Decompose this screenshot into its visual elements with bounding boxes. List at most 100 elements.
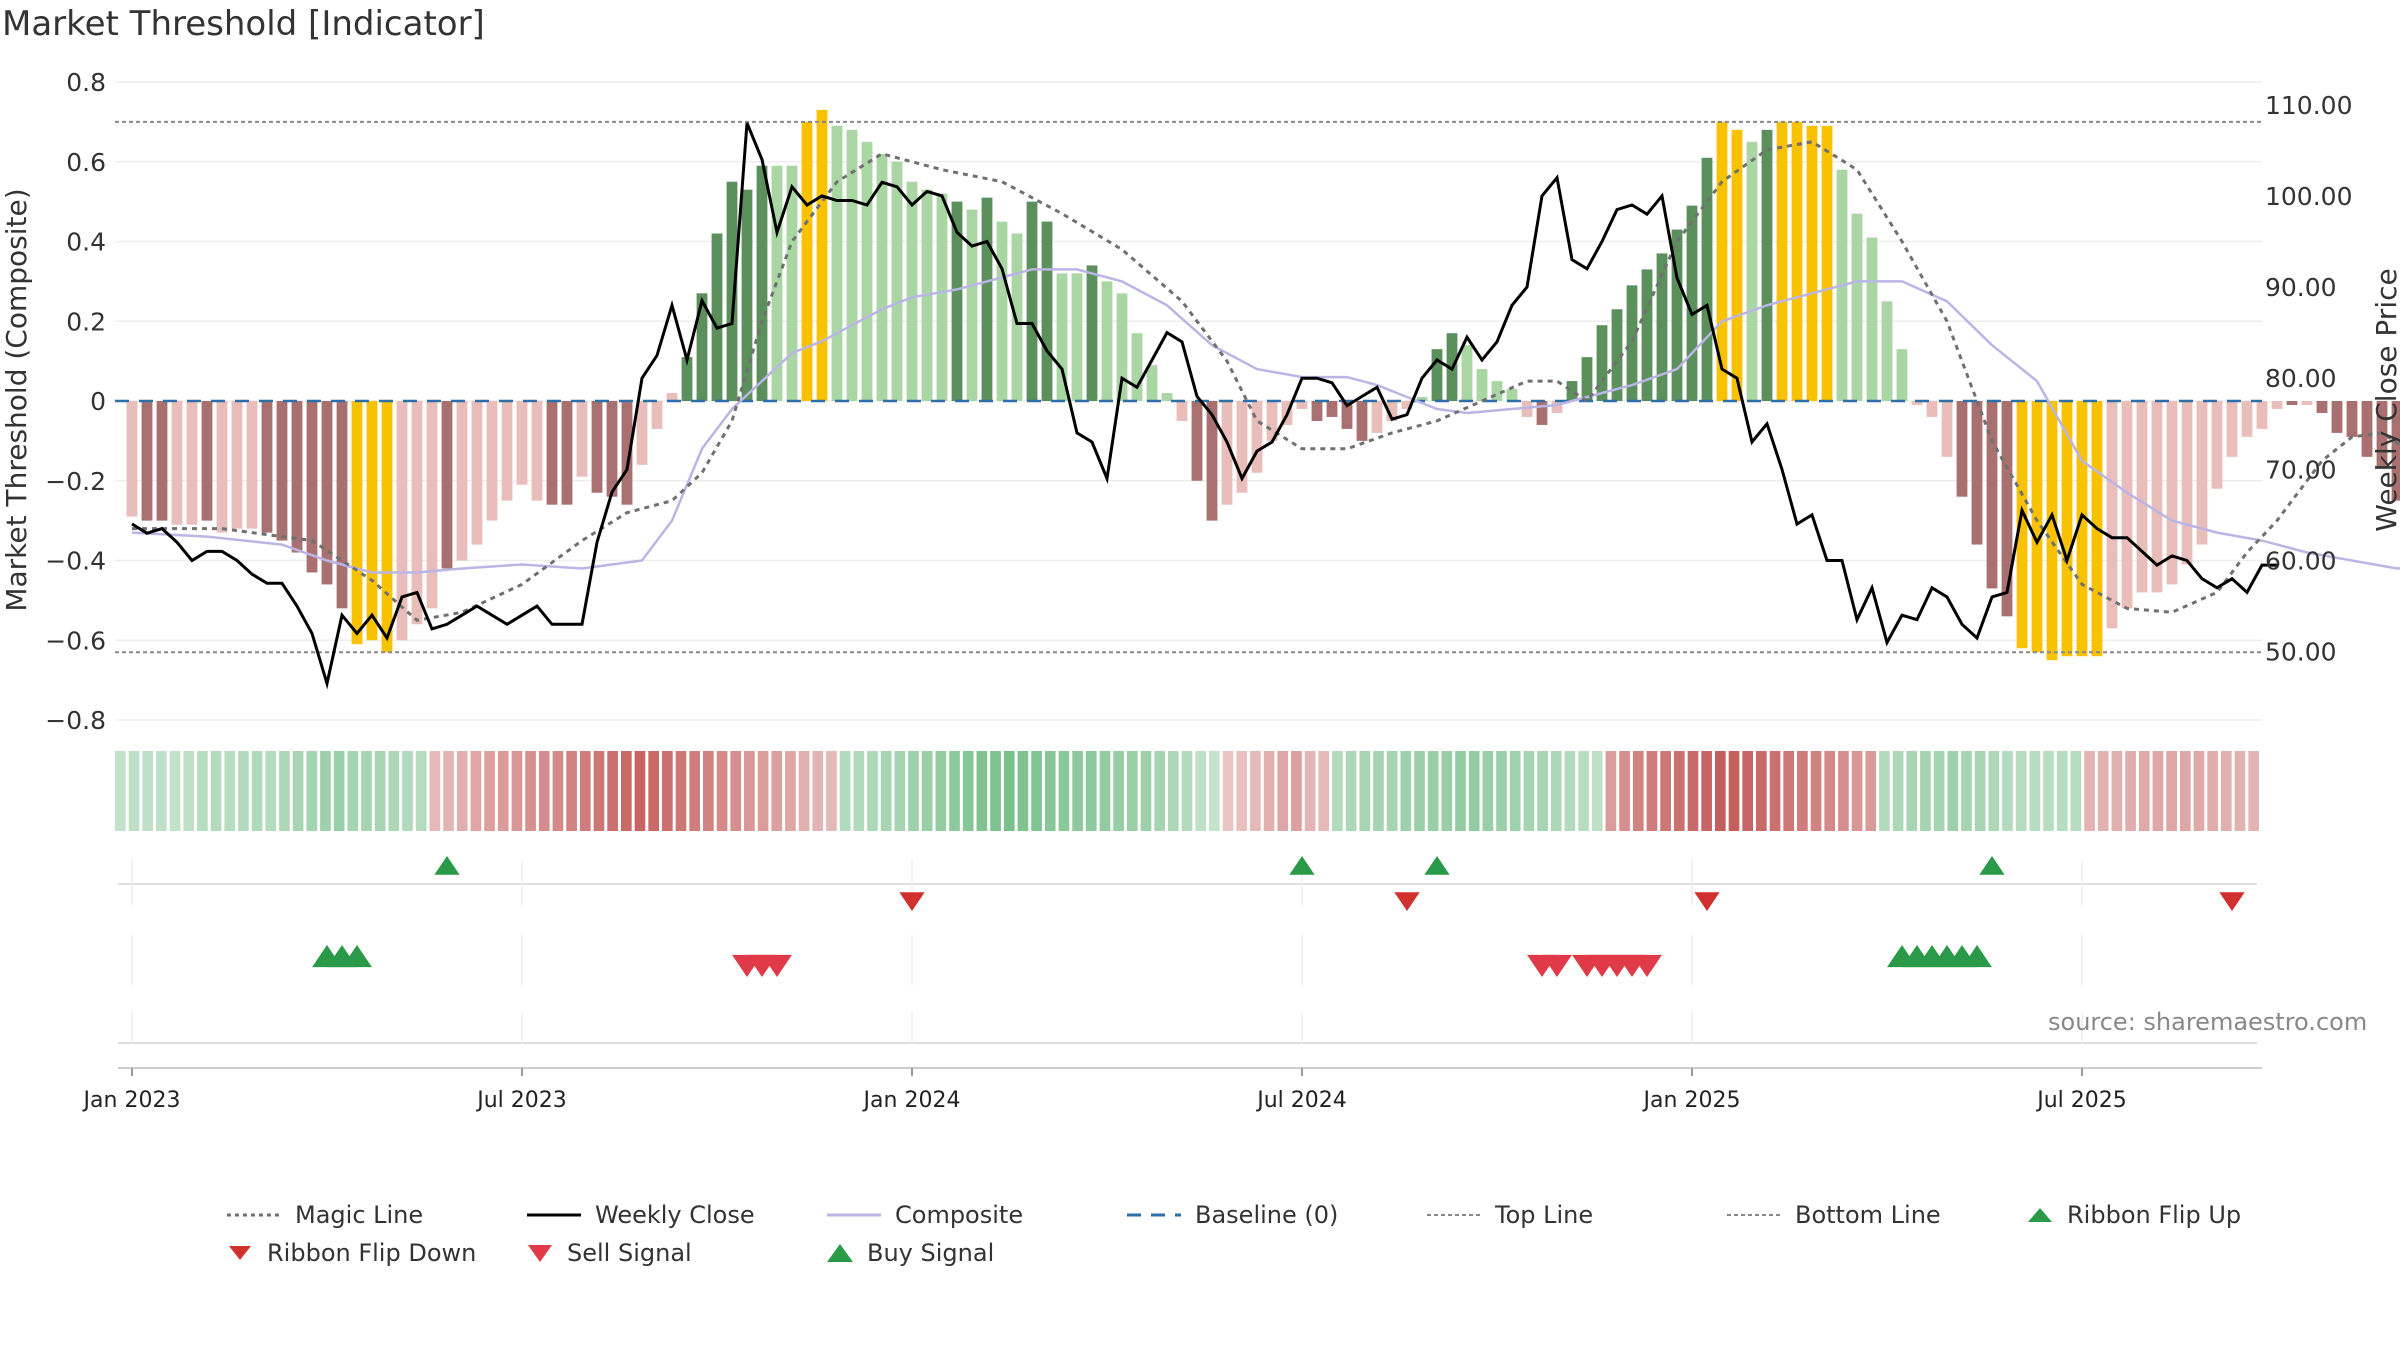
buy-signal-marker [342, 945, 372, 968]
ribbon-cell [1441, 751, 1453, 831]
composite-bar [2391, 401, 2400, 501]
ribbon-cell [1824, 751, 1836, 831]
ribbon-cell [1003, 751, 1015, 831]
ribbon-cell [1482, 751, 1494, 831]
composite-bar [2031, 401, 2043, 653]
ribbon-cell [1810, 751, 1822, 831]
ribbon-cell [224, 751, 236, 831]
ribbon-cell [210, 751, 222, 831]
composite-bar [1986, 401, 1998, 589]
ribbon-cell [2043, 751, 2054, 831]
composite-bar [1866, 237, 1878, 401]
composite-bar [2076, 401, 2088, 657]
ribbon-cell [2002, 751, 2013, 831]
composite-bar [2301, 401, 2313, 405]
dotted-line-icon [1727, 1214, 1781, 1216]
ribbon-cell [1619, 751, 1630, 831]
ribbon-cell [169, 751, 181, 831]
ribbon-cell [675, 751, 687, 831]
composite-bar [501, 401, 513, 501]
composite-bar [546, 401, 558, 505]
legend-label: Magic Line [295, 1201, 424, 1229]
ribbon-cell [2084, 751, 2095, 831]
y2-tick-label: 100.00 [2265, 182, 2352, 211]
ribbon-cell [1537, 751, 1548, 831]
ribbon-cell [579, 751, 591, 831]
ribbon-cell [1687, 751, 1699, 831]
ribbon-cell [1304, 751, 1316, 831]
ribbon-flip-down-marker [2219, 892, 2245, 911]
composite-bar [576, 401, 588, 477]
ribbon-flip-up-marker [434, 856, 460, 875]
ribbon-cell [757, 751, 769, 831]
composite-bar [531, 401, 543, 501]
composite-bar [2151, 401, 2163, 593]
ribbon-cell [1058, 751, 1070, 831]
composite-bar [201, 401, 213, 521]
ribbon-cell [1947, 751, 1959, 831]
ribbon-cell [648, 751, 659, 831]
ribbon-cell [470, 751, 482, 831]
ribbon-cell [320, 751, 331, 831]
composite-bar [441, 401, 453, 569]
ribbon-cell [1318, 751, 1330, 831]
ribbon-cell [2015, 751, 2027, 831]
composite-bar [711, 233, 723, 401]
composite-bar [1476, 369, 1488, 401]
ribbon-cell [1920, 751, 1931, 831]
lines-layer [115, 120, 2400, 690]
legend-top-line: Top Line [1425, 1201, 1725, 1229]
ribbon-cell [880, 751, 892, 831]
composite-bar [906, 181, 918, 401]
composite-bar [351, 401, 363, 645]
composite-bar [1176, 401, 1188, 421]
ribbon-cell [2152, 751, 2164, 831]
ribbon-cell [730, 751, 742, 831]
ribbon-cell [1250, 751, 1261, 831]
composite-bar [2136, 401, 2148, 593]
ribbon-cell [1879, 751, 1890, 831]
sell-signal-marker [1632, 954, 1662, 977]
ribbon-cell [1714, 751, 1726, 831]
composite-bar [2061, 401, 2073, 657]
composite-bar [1881, 301, 1893, 401]
y-tick-label: −0.6 [45, 626, 106, 655]
bars-layer [126, 109, 2400, 661]
ribbon-flip-down-marker [1694, 892, 1720, 911]
ribbon-cell [1345, 751, 1357, 831]
y2-axis-label: Weekly Close Price [2370, 268, 2400, 531]
ribbon-cell [1851, 751, 1863, 831]
composite-bar [1146, 365, 1158, 401]
legend-buy-signal: Buy Signal [825, 1239, 1125, 1267]
legend-label: Composite [895, 1201, 1024, 1229]
ribbon-cell [2070, 751, 2082, 831]
composite-bar [1896, 349, 1908, 401]
x-tick-label: Jul 2025 [2035, 1088, 2127, 1113]
ribbon-cell [1277, 751, 1289, 831]
source-label: source: sharemaestro.com [2048, 1008, 2368, 1036]
ribbon-cell [949, 751, 960, 831]
composite-bar [1191, 401, 1203, 481]
ribbon-cell [1646, 751, 1658, 831]
composite-bar [1491, 381, 1503, 401]
composite-bar [1071, 273, 1083, 401]
ribbon-cell [867, 751, 878, 831]
composite-bar [831, 125, 843, 402]
ribbon-cell [2125, 751, 2136, 831]
ribbon-cell [1564, 751, 1576, 831]
composite-bar [2106, 401, 2118, 629]
ribbon-cell [1263, 751, 1275, 831]
composite-bar [891, 161, 903, 401]
composite-bar [1851, 213, 1863, 401]
composite-bar [1746, 141, 1758, 401]
ribbon-cell [415, 751, 427, 831]
ribbon-cell [689, 751, 701, 831]
ribbon-flip-up-marker [1979, 856, 2005, 875]
y-tick-label: −0.2 [45, 467, 106, 496]
composite-bar [1236, 401, 1248, 493]
composite-bar [2211, 401, 2223, 489]
composite-bar [291, 401, 303, 553]
ribbon-cell [1400, 751, 1412, 831]
composite-bar [756, 165, 768, 401]
legend-label: Buy Signal [867, 1239, 995, 1267]
